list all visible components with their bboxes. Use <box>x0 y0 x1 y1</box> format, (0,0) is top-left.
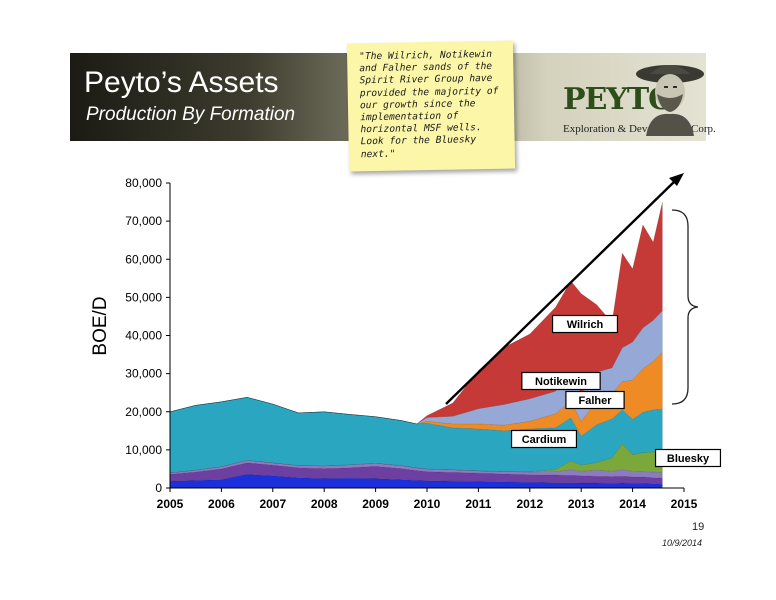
area-layers <box>169 202 663 489</box>
area-falher <box>169 351 663 437</box>
svg-text:Falher: Falher <box>578 395 612 407</box>
x-tick-label: 2005 <box>157 497 184 511</box>
portrait-logo-icon <box>636 65 704 136</box>
area-base-1 <box>169 462 663 485</box>
axes: 0 10,000 20,000 30,000 40,000 50,000 60,000 70,… <box>125 176 697 511</box>
y-axis-label: BOE/D <box>90 296 111 355</box>
x-tick-label: 2006 <box>208 497 235 511</box>
svg-text:Wilrich: Wilrich <box>567 319 604 331</box>
x-tick-label: 2012 <box>516 497 543 511</box>
svg-text:Notikewin: Notikewin <box>535 376 587 388</box>
label-falher: Falher <box>565 390 625 410</box>
x-tick-label: 2009 <box>362 497 389 511</box>
x-tick-label: 2011 <box>465 497 491 511</box>
label-notikewin: Notikewin <box>521 371 601 391</box>
label-bluesky: Bluesky <box>654 448 722 468</box>
x-tick-label: 2008 <box>311 497 338 511</box>
y-tick-label: 70,000 <box>125 214 162 228</box>
svg-text:Cardium: Cardium <box>522 434 567 446</box>
y-tick-label: 50,000 <box>125 290 162 304</box>
svg-text:Bluesky: Bluesky <box>667 453 710 465</box>
x-tick-label: 2014 <box>619 497 646 511</box>
formation-labels: Wilrich Notikewin Falher Cardium Bluesky <box>510 314 722 468</box>
y-tick-label: 10,000 <box>125 443 162 457</box>
x-tick-label: 2007 <box>259 497 286 511</box>
slide-title: Peyto’s Assets <box>84 66 279 99</box>
slide-subtitle: Production By Formation <box>86 104 296 125</box>
area-wilrich <box>169 202 663 425</box>
y-tick-label: 60,000 <box>125 252 162 266</box>
label-cardium: Cardium <box>510 429 578 449</box>
y-tick-label: 30,000 <box>125 367 162 381</box>
y-tick-label: 0 <box>155 481 162 495</box>
x-tick-label: 2015 <box>671 497 698 511</box>
range-bracket <box>671 209 699 405</box>
growth-arrow <box>445 173 684 405</box>
area-notikewin <box>169 310 663 426</box>
y-tick-label: 40,000 <box>125 329 162 343</box>
y-tick-label: 20,000 <box>125 405 162 419</box>
label-wilrich: Wilrich <box>551 314 619 334</box>
page-number: 19 <box>692 521 705 533</box>
slide-date: 10/9/2014 <box>662 538 703 548</box>
x-tick-label: 2010 <box>414 497 441 511</box>
y-tick-label: 80,000 <box>125 176 162 190</box>
x-tick-label: 2013 <box>568 497 595 511</box>
